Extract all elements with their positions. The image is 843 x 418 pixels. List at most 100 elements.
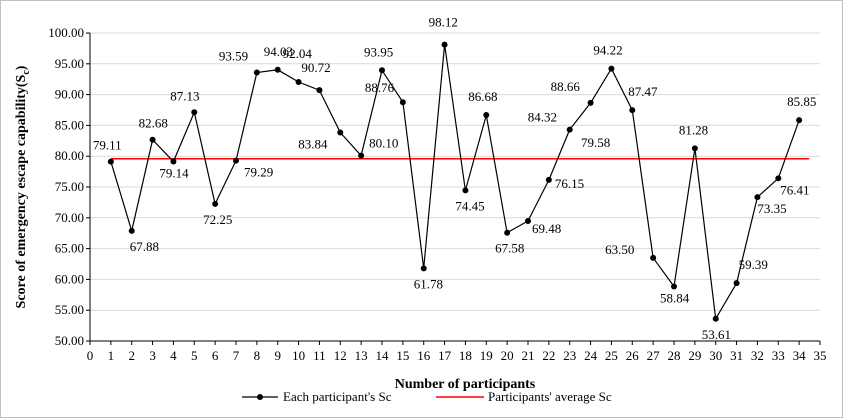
x-tick-label: 15 [396, 348, 409, 363]
participant-points [107, 41, 803, 322]
legend-average-label: Participants' average Sc [488, 389, 612, 404]
data-point [128, 227, 135, 234]
x-tick-label: 0 [87, 348, 94, 363]
data-label: 87.13 [170, 88, 199, 103]
data-label: 59.39 [739, 257, 768, 272]
data-point [149, 136, 156, 143]
data-label: 63.50 [605, 242, 634, 257]
y-gridlines [86, 32, 820, 342]
legend-series-marker [257, 394, 263, 400]
average-data-label: 79.58 [581, 135, 610, 150]
data-point [691, 145, 698, 152]
y-tick-label: 50.00 [55, 333, 84, 348]
data-label: 93.59 [219, 48, 248, 63]
x-tick-label: 27 [647, 348, 661, 363]
data-point [775, 175, 782, 182]
data-point [274, 66, 281, 73]
data-label: 88.66 [551, 79, 581, 94]
x-tick-label: 4 [170, 348, 177, 363]
x-tick-label: 29 [688, 348, 701, 363]
x-tick-label: 9 [274, 348, 281, 363]
x-tick-label: 31 [730, 348, 743, 363]
data-point [754, 194, 761, 201]
x-tick-label: 1 [108, 348, 115, 363]
x-tick-labels: 0 1 2 3 4 5 6 7 8 9 10 11 12 13 14 15 16 17 18 19 20 21 22 23 24… [87, 341, 827, 363]
data-point [233, 157, 239, 164]
x-tick-label: 25 [605, 348, 618, 363]
data-point [107, 158, 114, 165]
data-label: 67.88 [130, 239, 159, 254]
data-label: 69.48 [532, 221, 561, 236]
data-point [525, 218, 531, 225]
y-axis-title-suffix: ) [14, 65, 29, 70]
y-tick-label: 80.00 [55, 148, 84, 163]
data-point [587, 99, 594, 106]
data-point [796, 117, 803, 124]
data-label: 72.25 [203, 212, 232, 227]
y-tick-label: 85.00 [55, 117, 84, 132]
x-tick-label: 16 [417, 348, 431, 363]
x-axis-title: Number of participants [395, 377, 536, 392]
x-tick-label: 33 [772, 348, 785, 363]
data-point [566, 126, 573, 133]
y-axis-title-main: Score of emergency escape capability(S [14, 74, 29, 308]
data-label: 79.14 [159, 165, 189, 180]
x-tick-label: 19 [480, 348, 493, 363]
x-tick-label: 3 [149, 348, 156, 363]
y-tick-label: 100.00 [48, 25, 84, 40]
data-label: 74.45 [455, 198, 484, 213]
data-label: 76.41 [780, 182, 809, 197]
data-label: 67.58 [495, 241, 524, 256]
y-tick-label: 75.00 [55, 179, 84, 194]
x-tick-label: 32 [751, 348, 764, 363]
legend: Each participant's Sc Participants' aver… [242, 389, 612, 404]
x-tick-label: 12 [334, 348, 347, 363]
data-point [212, 200, 219, 207]
data-point [420, 265, 427, 272]
participant-series-line [110, 44, 800, 321]
y-tick-label: 90.00 [55, 87, 84, 102]
data-point [504, 229, 511, 236]
data-point [191, 109, 198, 116]
x-tick-label: 22 [542, 348, 555, 363]
x-tick-label: 26 [626, 348, 640, 363]
x-tick-label: 23 [563, 348, 576, 363]
data-point [170, 158, 177, 165]
data-point [441, 41, 448, 48]
data-label: 73.35 [757, 201, 786, 216]
x-tick-label: 5 [191, 348, 198, 363]
y-axis-title-subscript: c [21, 70, 32, 75]
legend-series-label: Each participant's Sc [283, 389, 392, 404]
x-tick-label: 14 [376, 348, 390, 363]
data-label: 83.84 [298, 137, 328, 152]
data-point [379, 67, 385, 74]
data-label: 90.72 [301, 60, 330, 75]
y-tick-label: 95.00 [55, 56, 84, 71]
data-point [253, 69, 260, 76]
x-tick-label: 10 [292, 348, 305, 363]
x-tick-label: 18 [459, 348, 472, 363]
data-point [358, 152, 365, 159]
axes [89, 33, 820, 342]
y-tick-label: 65.00 [55, 241, 84, 256]
data-point [337, 129, 344, 136]
data-point [295, 79, 302, 86]
data-point [399, 99, 406, 106]
x-tick-label: 34 [793, 348, 807, 363]
data-label: 98.12 [429, 15, 458, 30]
x-tick-label: 2 [128, 348, 135, 363]
data-label: 81.28 [679, 122, 708, 137]
data-label: 79.29 [244, 165, 273, 180]
data-point [671, 283, 677, 290]
data-point [462, 187, 469, 194]
participant-series [110, 44, 800, 321]
y-tick-label: 60.00 [55, 271, 84, 286]
data-label: 94.22 [593, 43, 622, 58]
data-label: 58.84 [660, 291, 690, 306]
x-tick-label: 21 [522, 348, 535, 363]
x-tick-label: 28 [668, 348, 681, 363]
x-tick-label: 6 [212, 348, 219, 363]
data-label: 86.68 [468, 89, 497, 104]
data-label: 92.04 [283, 46, 313, 61]
